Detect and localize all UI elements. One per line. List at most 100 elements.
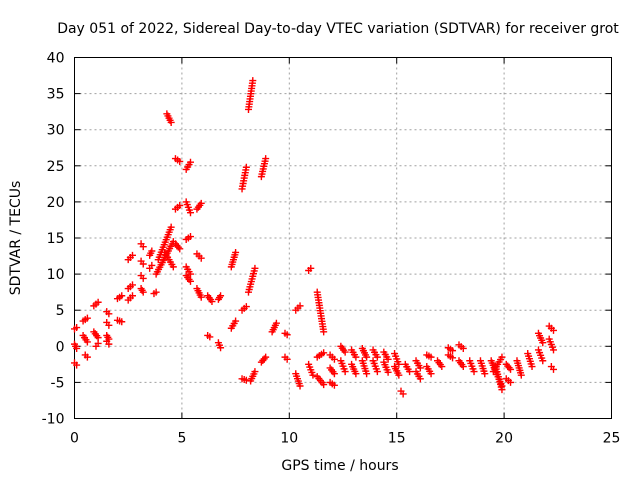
data-point [309,371,317,379]
data-point [427,353,435,361]
data-point [352,370,360,378]
data-point [550,346,558,354]
data-point [528,363,536,371]
data-point [438,363,446,371]
y-tick-label: 15 [47,231,65,247]
data-point [272,319,280,327]
y-tick-labels: -10 -5 0 5 10 15 20 25 30 35 40 [42,51,65,428]
data-point [481,370,489,378]
data-point [208,298,216,306]
data-point [416,375,424,383]
data-point [139,243,147,251]
data-point [169,263,177,271]
data-point [118,292,126,300]
data-point [242,163,250,171]
x-tick-labels: 0 5 10 15 20 25 [70,431,620,447]
data-point [341,348,349,356]
x-tick-label: 10 [280,431,298,447]
y-axis-title: SDTVAR / TECUs [8,181,24,296]
data-point [262,353,270,361]
data-point [416,364,424,372]
data-point [94,298,102,306]
y-tick-label: 30 [47,123,65,139]
data-point [128,251,136,259]
data-point [118,318,126,326]
data-point [330,370,338,378]
data-point [197,293,205,301]
data-point [186,277,194,285]
x-tick-label: 25 [603,431,621,447]
data-point [395,371,403,379]
data-point [186,209,194,217]
data-point [341,368,349,376]
y-tick-label: 25 [47,159,65,175]
data-point [242,303,250,311]
data-point [73,361,81,369]
data-point [128,292,136,300]
data-point [251,368,259,376]
data-point [330,355,338,363]
data-point [232,317,240,325]
data-point [197,254,205,262]
data-point [176,202,184,210]
data-point [105,310,113,318]
x-axis-title: GPS time / hours [281,458,398,474]
data-point [148,261,156,269]
data-point [139,288,147,296]
data-point [363,353,371,361]
data-point [83,338,91,346]
data-point [217,292,225,300]
data-point [105,340,113,348]
data-point [73,344,81,352]
y-tick-label: 40 [47,51,65,67]
data-point [470,368,478,376]
data-point [550,365,558,373]
data-point [176,245,184,253]
y-tick-label: 10 [47,267,65,283]
data-point [307,264,315,272]
data-point [459,363,467,371]
data-point [251,264,259,272]
data-point [449,354,457,362]
data-point [459,344,467,352]
data-point [498,386,506,394]
data-point [105,321,113,329]
data-point [539,357,547,365]
data-point [186,158,194,166]
data-point [176,157,184,165]
x-tick-label: 15 [388,431,406,447]
data-point [384,355,392,363]
data-point [283,355,291,363]
y-tick-label: -10 [42,412,65,428]
data-point [352,353,360,361]
data-point [152,288,160,296]
data-point [539,339,547,347]
data-point [296,382,304,390]
data-point [406,368,414,376]
data-point [384,368,392,376]
y-tick-label: -5 [51,375,65,391]
data-point [320,381,328,389]
y-tick-label: 35 [47,87,65,103]
data-point [373,353,381,361]
x-tick-label: 20 [495,431,513,447]
data-point [449,347,457,355]
data-point [498,353,506,361]
data-point [206,333,214,341]
data-point [232,248,240,256]
data-point [320,328,328,336]
data-point [217,344,225,352]
data-points [71,77,558,398]
data-point [507,378,515,386]
data-point [517,371,525,379]
data-point [296,302,304,310]
data-point [83,353,91,361]
grid [74,57,612,419]
data-point [320,349,328,357]
data-point [242,376,250,384]
data-point [83,314,91,322]
data-point [363,370,371,378]
data-point [139,274,147,282]
data-point [128,281,136,289]
